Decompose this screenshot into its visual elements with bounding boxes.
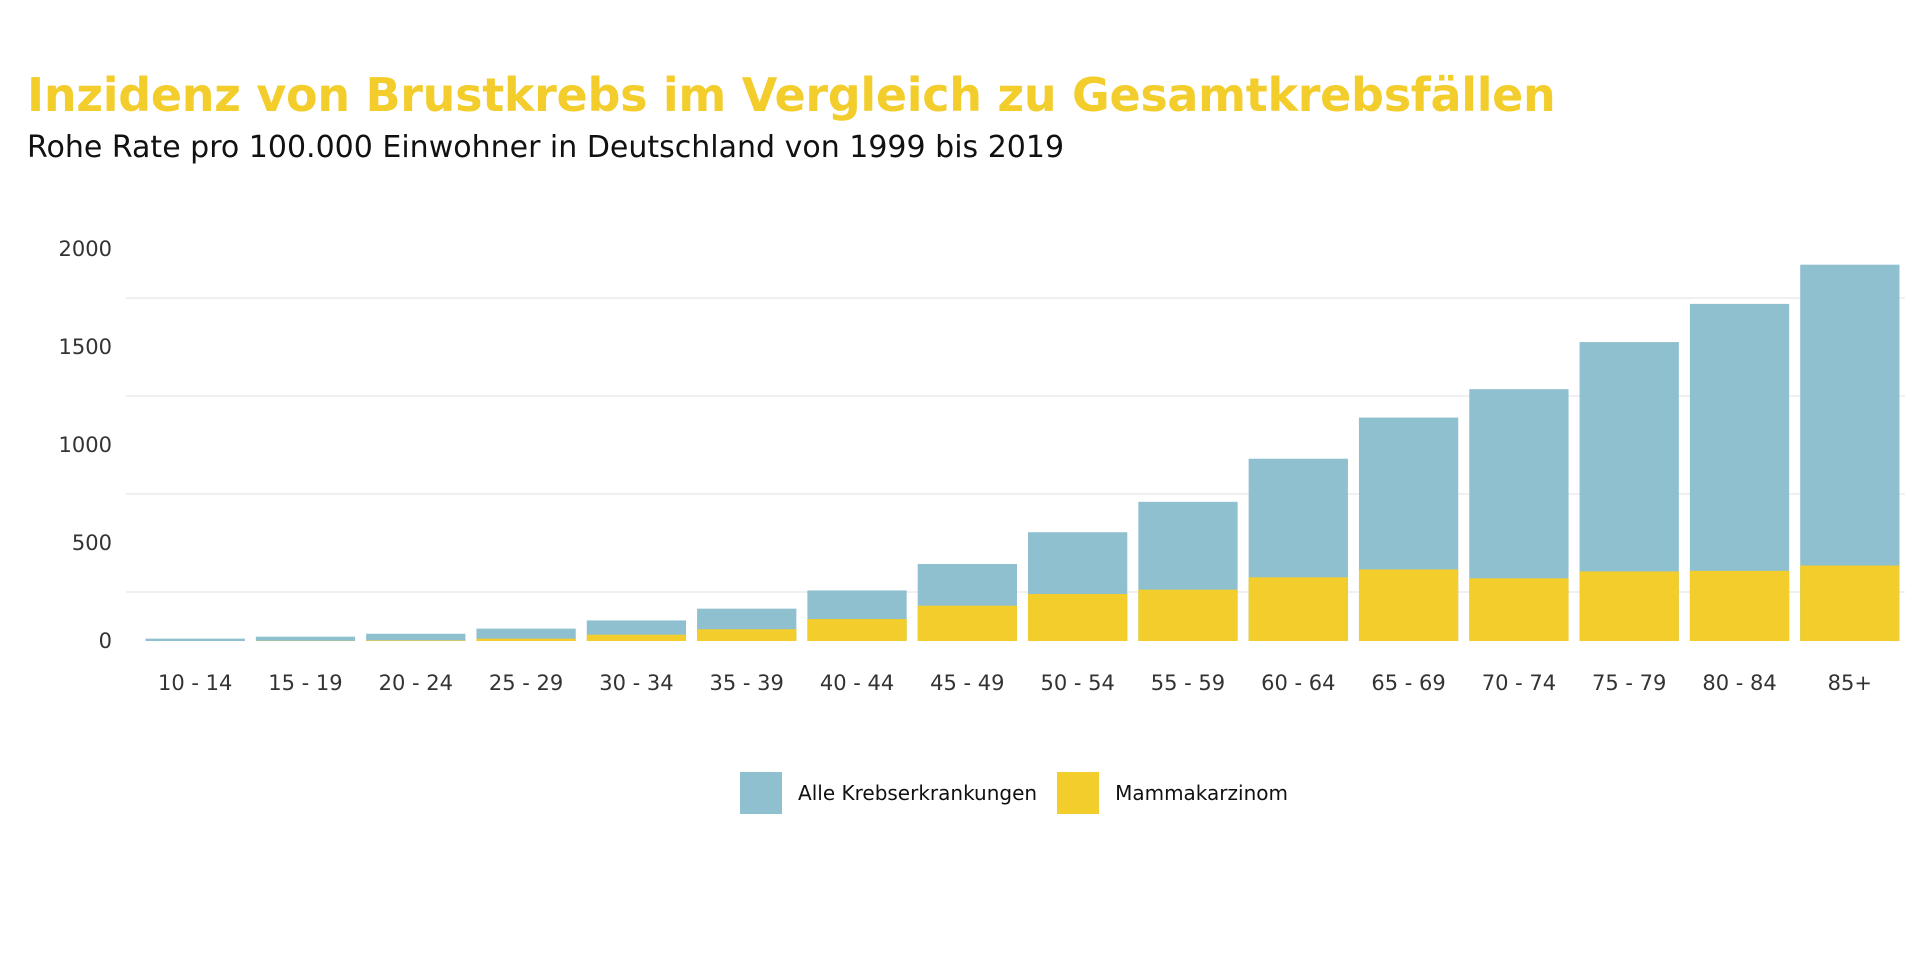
x-tick-label: 85+ [1828,671,1872,695]
bar-breast-cancer [1138,589,1238,641]
bar-breast-cancer [1028,593,1128,641]
bar-breast-cancer [1469,578,1569,641]
bar-breast-cancer [1800,565,1900,641]
legend-swatch-all-cancers [740,772,783,814]
bar-breast-cancer [476,638,576,641]
legend: Alle Krebserkrankungen Mammakarzinom [0,771,1920,815]
bar-all-cancers [255,636,356,641]
x-tick-label: 10 - 14 [158,671,232,695]
x-tick-label: 75 - 79 [1592,671,1666,695]
y-tick-label: 2000 [59,237,112,261]
x-tick-label: 55 - 59 [1151,671,1225,695]
x-tick-label: 40 - 44 [820,671,894,695]
chart-title: Inzidenz von Brustkrebs im Vergleich zu … [27,68,1556,122]
y-tick-label: 500 [72,531,112,555]
x-axis-ticks: 10 - 14 15 - 19 20 - 24 25 - 29 30 - 34 35 - … [158,671,1872,695]
legend-item-all-cancers: Alle Krebserkrankungen [740,772,1037,814]
bar-breast-cancer [807,619,907,641]
x-tick-label: 50 - 54 [1040,671,1114,695]
x-tick-label: 65 - 69 [1371,671,1445,695]
bar-breast-cancer [1689,570,1790,641]
x-tick-label: 30 - 34 [599,671,673,695]
y-tick-label: 0 [99,629,112,653]
bar-breast-cancer [586,634,687,641]
bar-breast-cancer [1579,571,1679,641]
bar-all-cancers [366,633,466,641]
x-tick-label: 70 - 74 [1482,671,1556,695]
chart-subtitle: Rohe Rate pro 100.000 Einwohner in Deuts… [27,130,1065,165]
legend-item-breast-cancer: Mammakarzinom [1057,772,1288,814]
y-tick-label: 1500 [59,335,112,359]
x-tick-label: 25 - 29 [489,671,563,695]
bar-breast-cancer [697,629,797,641]
x-tick-label: 20 - 24 [379,671,453,695]
bars [145,264,1900,641]
legend-label-all-cancers: Alle Krebserkrankungen [798,781,1038,805]
bar-all-cancers [145,638,245,641]
x-tick-label: 35 - 39 [710,671,784,695]
x-tick-label: 60 - 64 [1261,671,1335,695]
y-axis-ticks: 0 500 1000 1500 2000 [59,237,112,653]
x-tick-label: 15 - 19 [268,671,342,695]
x-tick-label: 80 - 84 [1702,671,1776,695]
x-tick-label: 45 - 49 [930,671,1004,695]
bar-breast-cancer [1358,569,1459,641]
bar-breast-cancer [917,605,1017,641]
legend-swatch-breast-cancer [1057,772,1100,814]
legend-label-breast-cancer: Mammakarzinom [1115,781,1288,805]
bar-all-cancers [476,628,576,641]
bar-breast-cancer [366,640,466,641]
bar-breast-cancer [1248,577,1348,641]
y-tick-label: 1000 [59,433,112,457]
